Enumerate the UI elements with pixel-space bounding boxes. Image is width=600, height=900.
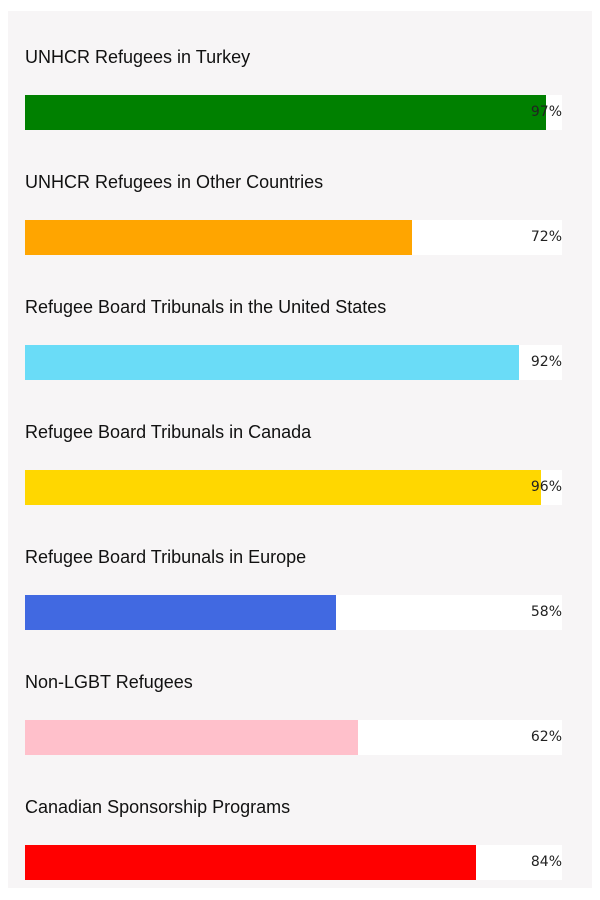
bar-label: Refugee Board Tribunals in Europe: [25, 547, 307, 567]
bar-track: 72%: [25, 220, 562, 255]
bar-label: Refugee Board Tribunals in the United St…: [25, 297, 387, 317]
bar-label: UNHCR Refugees in Other Countries: [25, 172, 324, 192]
bar-track: 97%: [25, 95, 562, 130]
bar-row: Refugee Board Tribunals in Canada 96%: [25, 411, 562, 505]
bar-label: Non-LGBT Refugees: [25, 672, 193, 692]
bar-row: UNHCR Refugees in Other Countries 72%: [25, 161, 562, 255]
bar-row: Non-LGBT Refugees 62%: [25, 661, 562, 755]
bar-value-label: 72%: [530, 229, 562, 245]
bar-value-label: 62%: [530, 729, 562, 745]
bar-track: 84%: [25, 845, 562, 880]
bar: [25, 220, 412, 255]
bar-value-label: 96%: [530, 479, 562, 495]
bar: [25, 470, 541, 505]
bar-track: 62%: [25, 720, 562, 755]
bar-row: UNHCR Refugees in Turkey 97%: [25, 36, 562, 130]
bar-label: Canadian Sponsorship Programs: [25, 797, 291, 817]
bar-track: 92%: [25, 345, 562, 380]
bar: [25, 345, 519, 380]
bar-track: 58%: [25, 595, 562, 630]
bar-row: Canadian Sponsorship Programs 84%: [25, 786, 562, 880]
bar-value-label: 84%: [530, 854, 562, 870]
bar: [25, 595, 336, 630]
bar-value-label: 97%: [530, 104, 562, 120]
bar: [25, 720, 358, 755]
bar-label: UNHCR Refugees in Turkey: [25, 47, 251, 67]
chart-panel: UNHCR Refugees in Turkey 97% UNHCR Refugee…: [8, 11, 592, 888]
bar: [25, 95, 546, 130]
bar-value-label: 92%: [530, 354, 562, 370]
bar-row: Refugee Board Tribunals in Europe 58%: [25, 536, 562, 630]
bar-track: 96%: [25, 470, 562, 505]
bar: [25, 845, 476, 880]
bar-label: Refugee Board Tribunals in Canada: [25, 422, 312, 442]
bar-row: Refugee Board Tribunals in the United St…: [25, 286, 562, 380]
bar-value-label: 58%: [530, 604, 562, 620]
